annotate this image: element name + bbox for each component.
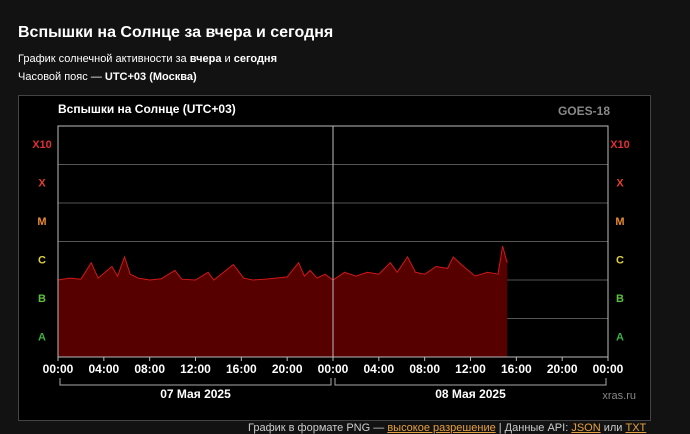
y-tick-label-right: X10 (610, 139, 630, 151)
text: и (221, 53, 234, 65)
x-tick-label: 08:00 (134, 362, 165, 376)
timezone: Часовой пояс — UTC+03 (Москва) (18, 71, 197, 83)
y-tick-label: X (38, 178, 46, 190)
text: сегодня (233, 53, 277, 65)
text: UTC+03 (Москва) (104, 71, 197, 83)
x-tick-label: 00:00 (318, 362, 349, 376)
day-bracket (59, 378, 332, 386)
link[interactable]: JSON (571, 422, 601, 434)
text: Часовой пояс — (18, 71, 105, 83)
subtitle: График солнечной активности за вчера и с… (18, 53, 277, 65)
source: GOES-18 (558, 104, 610, 118)
text: График солнечной активности за (18, 53, 190, 65)
x-tick-label: 08:00 (409, 362, 440, 376)
x-tick-label: 16:00 (226, 362, 257, 376)
x-tick-label: 12:00 (180, 362, 211, 376)
x-tick-label: 00:00 (43, 362, 74, 376)
text: или (600, 422, 626, 434)
x-tick-label: 20:00 (547, 362, 578, 376)
y-tick-label: X10 (32, 139, 52, 151)
chart: Вспышки на Солнце (UTC+03) GOES-18 xras.… (18, 95, 651, 421)
y-tick-label-right: A (616, 332, 624, 344)
day-label: 08 Мая 2025 (435, 387, 506, 401)
y-tick-label-right: B (616, 293, 624, 305)
link[interactable]: высокое разрешение (387, 422, 496, 434)
y-tick-label-right: C (616, 255, 624, 267)
text: | Данные API: (495, 422, 572, 434)
chart-title: Вспышки на Солнце (UTC+03) (58, 102, 236, 116)
text: График в формате PNG — (248, 422, 388, 434)
area-line (57, 245, 508, 281)
y-tick-label: A (38, 332, 46, 344)
day-label: 07 Мая 2025 (160, 387, 231, 401)
x-tick-label: 12:00 (455, 362, 486, 376)
x-tick-label: 16:00 (501, 362, 532, 376)
x-tick-label: 20:00 (272, 362, 303, 376)
x-tick-label: 00:00 (593, 362, 624, 376)
y-tick-label: C (38, 255, 46, 267)
y-tick-label: M (37, 216, 46, 228)
area (58, 246, 508, 357)
x-tick-label: 04:00 (88, 362, 119, 376)
link[interactable]: TXT (625, 422, 647, 434)
y-tick-label-right: M (615, 216, 624, 228)
watermark: xras.ru (602, 390, 636, 402)
y-tick-label-right: X (616, 178, 624, 190)
text: вчера (189, 53, 222, 65)
day-bracket (334, 378, 607, 386)
x-tick-label: 04:00 (363, 362, 394, 376)
page-title: Вспышки на Солнце за вчера и сегодня (18, 24, 334, 41)
y-tick-label: B (38, 293, 46, 305)
footer: График в формате PNG — высокое разрешени… (248, 422, 646, 434)
